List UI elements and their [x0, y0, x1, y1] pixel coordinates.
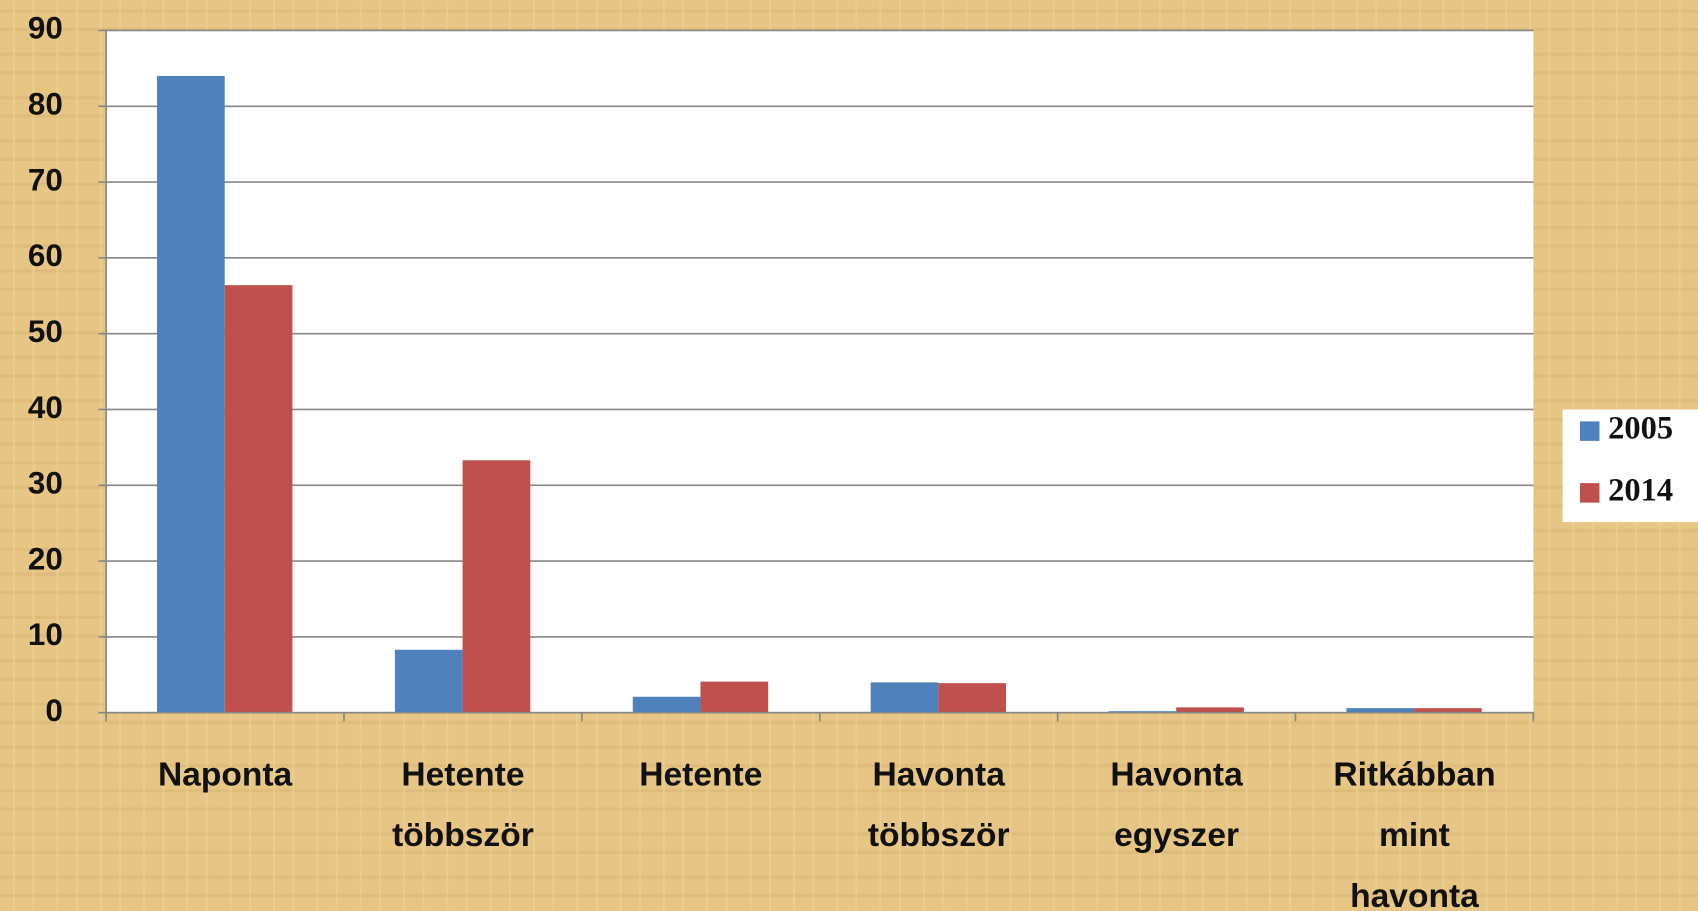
y-tick-label: 50: [28, 314, 63, 349]
legend-swatch: [1579, 421, 1600, 441]
bar: [1176, 707, 1244, 713]
y-tick-label: 40: [28, 390, 63, 425]
x-tick-label: Hetente többször: [392, 756, 534, 854]
y-tick-label: 70: [28, 162, 63, 197]
bar: [462, 460, 531, 713]
x-tick-label: Ritkábban mint havonta: [1333, 756, 1495, 911]
y-tick-label: 30: [28, 466, 63, 501]
bar: [224, 285, 293, 713]
legend-label: 2005: [1608, 411, 1673, 447]
x-tick-label: Hetente: [639, 756, 762, 793]
y-tick-label: 10: [28, 617, 63, 652]
x-tick-label: Havonta egyszer: [1110, 756, 1243, 854]
legend-swatch: [1579, 483, 1600, 503]
legend-label: 2014: [1608, 472, 1673, 508]
plot-area: [106, 30, 1534, 713]
bar: [632, 696, 701, 713]
bar: [1414, 708, 1482, 713]
y-tick-label: 0: [45, 693, 62, 728]
bar: [938, 683, 1007, 713]
y-tick-label: 60: [28, 238, 63, 273]
bar: [870, 682, 939, 713]
y-tick-label: 90: [28, 11, 63, 46]
x-tick-label: Havonta többször: [868, 756, 1010, 854]
bar: [700, 681, 769, 713]
y-tick-label: 20: [28, 541, 63, 576]
bar: [1346, 708, 1415, 713]
x-tick-label: Naponta: [158, 756, 293, 793]
y-tick-label: 80: [28, 87, 63, 122]
bar: [157, 75, 225, 713]
bar: [394, 649, 463, 713]
